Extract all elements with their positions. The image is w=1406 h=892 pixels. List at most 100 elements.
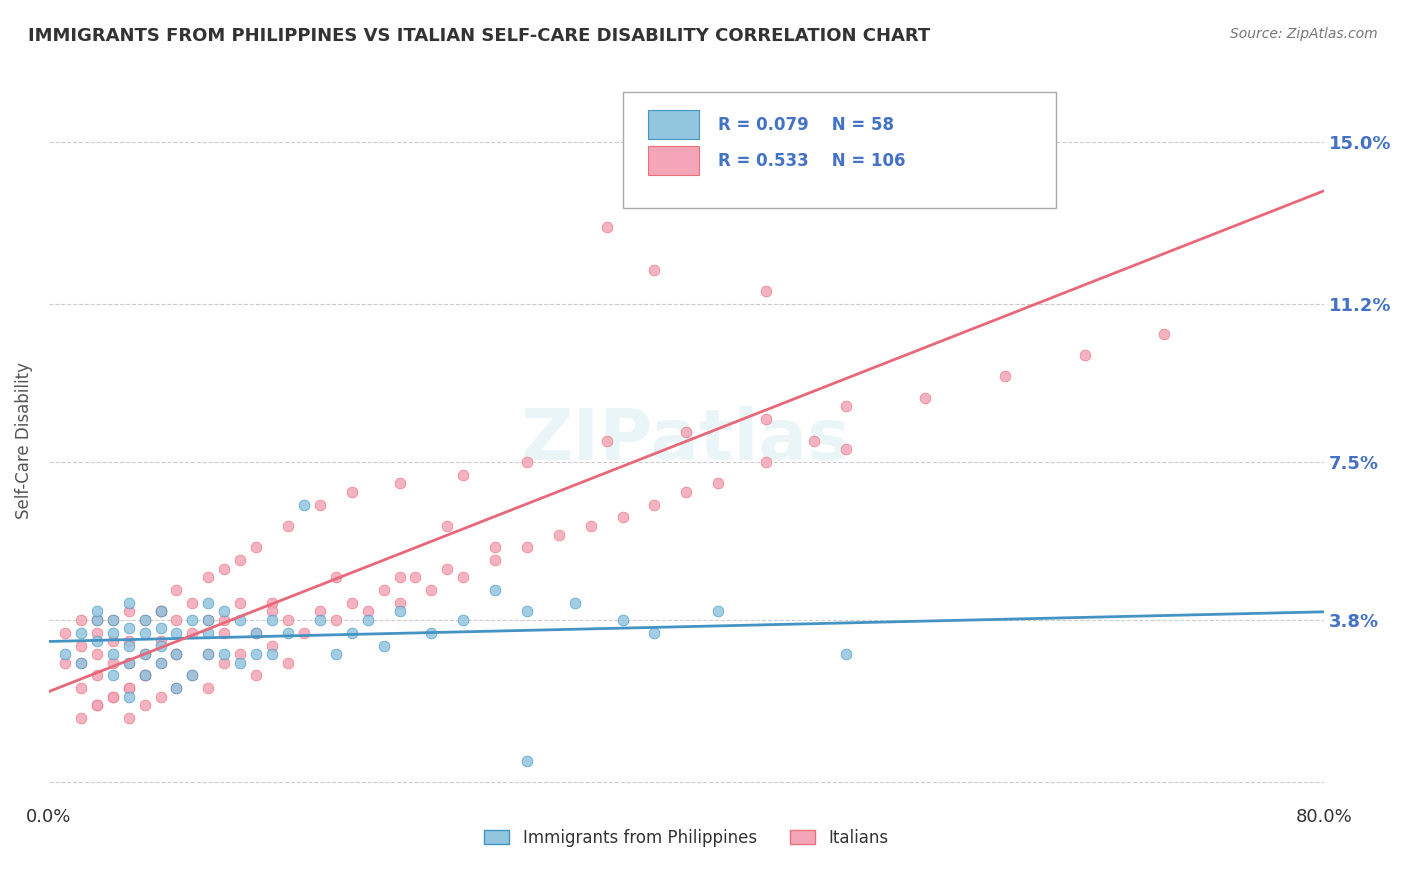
Point (834, 442, 856, 456)
Point (595, 219, 617, 234)
Point (181, 625, 204, 640)
Point (277, 613, 299, 627)
Point (197, 613, 219, 627)
Point (451, 570, 474, 584)
Y-axis label: Self-Care Disability: Self-Care Disability (15, 362, 32, 519)
Point (229, 553, 252, 567)
Point (149, 604, 172, 618)
Point (356, 604, 378, 618)
Point (149, 634, 172, 648)
Point (420, 625, 443, 640)
Point (134, 625, 156, 640)
Point (134, 613, 156, 627)
Point (277, 625, 299, 640)
Point (117, 639, 139, 653)
Point (117, 681, 139, 696)
Point (197, 647, 219, 661)
Point (212, 604, 235, 618)
Point (117, 656, 139, 670)
Point (260, 604, 283, 618)
Text: R = 0.079    N = 58: R = 0.079 N = 58 (718, 116, 894, 134)
Point (484, 553, 506, 567)
Text: ZIPatlas: ZIPatlas (522, 406, 852, 475)
Point (117, 690, 139, 704)
Point (149, 690, 172, 704)
Point (86, 613, 108, 627)
Point (229, 613, 252, 627)
Point (101, 656, 124, 670)
Point (101, 690, 124, 704)
Point (308, 604, 330, 618)
Point (245, 625, 267, 640)
Point (197, 647, 219, 661)
Point (165, 647, 187, 661)
Point (260, 613, 283, 627)
Point (675, 484, 697, 499)
Point (101, 613, 124, 627)
Point (117, 656, 139, 670)
Point (212, 647, 235, 661)
FancyBboxPatch shape (648, 146, 699, 176)
Point (612, 510, 634, 524)
Point (197, 570, 219, 584)
Point (834, 647, 856, 661)
Point (404, 570, 426, 584)
Point (134, 647, 156, 661)
Point (134, 647, 156, 661)
Point (69, 656, 91, 670)
Point (292, 498, 315, 512)
Point (245, 625, 267, 640)
Point (292, 625, 315, 640)
Point (994, 369, 1017, 384)
Point (277, 656, 299, 670)
Point (197, 613, 219, 627)
Point (101, 634, 124, 648)
Point (914, 156, 936, 170)
Point (117, 604, 139, 618)
Point (373, 582, 395, 597)
Point (707, 604, 730, 618)
Point (340, 596, 363, 610)
Point (117, 681, 139, 696)
Point (101, 613, 124, 627)
Point (165, 647, 187, 661)
Point (117, 596, 139, 610)
Text: Source: ZipAtlas.com: Source: ZipAtlas.com (1230, 27, 1378, 41)
Point (86, 668, 108, 682)
Point (229, 647, 252, 661)
Point (69, 681, 91, 696)
Point (212, 562, 235, 576)
Point (564, 596, 586, 610)
Point (308, 498, 330, 512)
Point (229, 596, 252, 610)
Point (451, 613, 474, 627)
Point (612, 613, 634, 627)
Point (165, 647, 187, 661)
Point (69, 625, 91, 640)
Point (388, 476, 411, 491)
Point (994, 113, 1017, 128)
Point (260, 647, 283, 661)
Point (516, 754, 538, 768)
Point (547, 527, 569, 541)
Point (229, 656, 252, 670)
Point (101, 625, 124, 640)
Point (260, 596, 283, 610)
Point (101, 690, 124, 704)
Point (388, 604, 411, 618)
Point (181, 668, 204, 682)
Point (149, 604, 172, 618)
Point (181, 596, 204, 610)
Point (451, 467, 474, 482)
Point (149, 656, 172, 670)
Point (516, 604, 538, 618)
Point (707, 476, 730, 491)
Point (69, 613, 91, 627)
Point (356, 613, 378, 627)
Point (245, 541, 267, 555)
Point (69, 639, 91, 653)
Point (260, 639, 283, 653)
Point (803, 434, 825, 448)
Point (149, 639, 172, 653)
Point (149, 656, 172, 670)
